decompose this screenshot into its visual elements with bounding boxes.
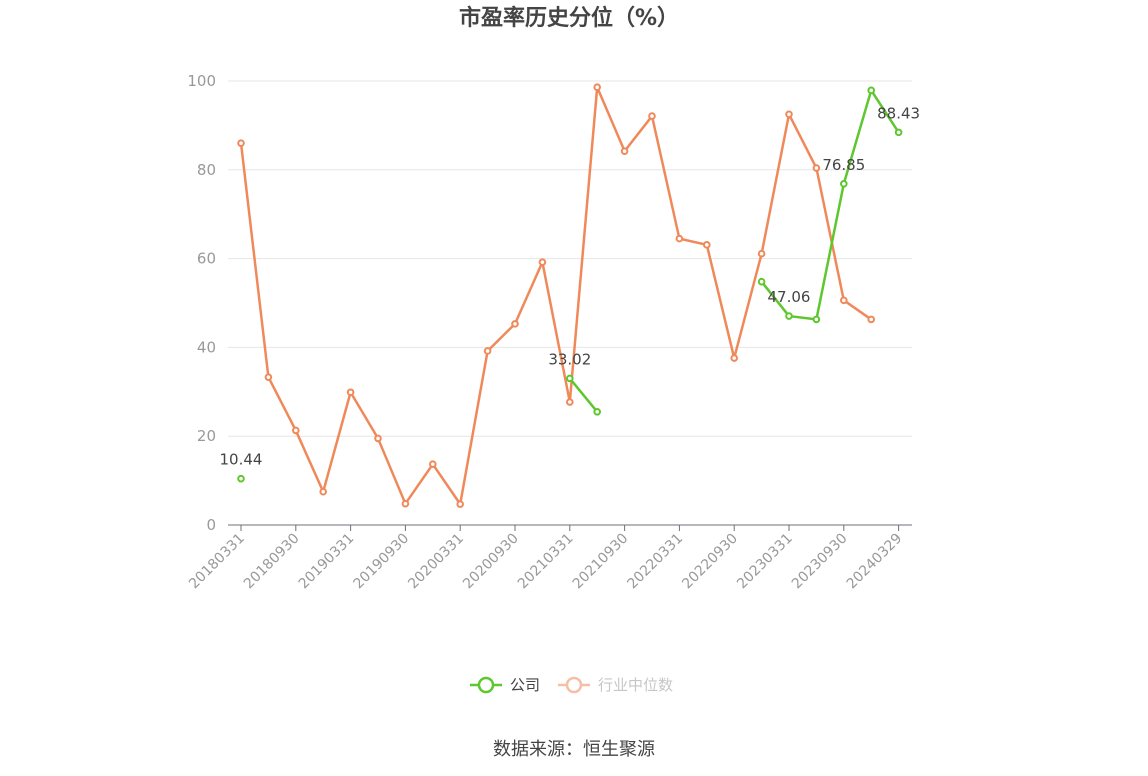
data-point <box>812 164 821 172</box>
data-point <box>867 86 876 95</box>
data-point <box>785 110 793 119</box>
legend-marker <box>477 676 495 694</box>
chart-title: 市盈率历史分位（%） <box>459 5 679 31</box>
data-point <box>785 312 793 320</box>
x-tick-label: 20220930 <box>679 531 741 593</box>
source-text: 数据来源：恒生聚源 <box>493 739 655 760</box>
x-tick-label: 20200930 <box>460 531 522 593</box>
legend-label: 行业中位数 <box>598 676 673 694</box>
axis-layer: 0 20 40 60 80 100 2018033120180930201903312019… <box>186 72 912 592</box>
data-label: 47.06 <box>768 288 811 306</box>
x-tick-label: 20220331 <box>625 531 687 593</box>
data-point <box>237 139 245 147</box>
label-layer: 10.44 33.02 47.06 76.85 88.43 <box>220 104 921 468</box>
y-tick-label: 40 <box>197 338 216 356</box>
data-point <box>840 179 848 188</box>
x-tick-label: 20210930 <box>570 531 632 593</box>
x-tick-label: 20230331 <box>734 531 796 593</box>
data-label: 88.43 <box>877 104 920 122</box>
x-tick-label: 20190930 <box>351 531 413 593</box>
data-point <box>757 249 766 258</box>
data-label: 33.02 <box>548 350 591 368</box>
data-point <box>429 460 437 468</box>
data-point <box>346 388 355 397</box>
series-layer <box>237 83 903 508</box>
data-point <box>319 487 328 496</box>
data-point <box>401 499 410 508</box>
data-point <box>566 374 574 383</box>
data-label: 76.85 <box>822 156 865 174</box>
data-point <box>867 315 876 324</box>
grid-layer <box>228 80 912 437</box>
x-tick-label: 20190331 <box>296 531 358 593</box>
data-label: 10.44 <box>220 451 263 469</box>
y-tick-label: 60 <box>197 250 216 268</box>
x-tick-label: 20200331 <box>405 531 467 593</box>
data-point <box>593 83 602 92</box>
data-point <box>648 112 656 120</box>
data-point <box>264 373 273 381</box>
series-line <box>568 377 599 413</box>
y-tick-label: 20 <box>197 427 216 445</box>
data-point <box>538 258 547 266</box>
data-point <box>703 241 711 249</box>
data-point <box>620 147 629 155</box>
series-industry-median <box>237 83 876 508</box>
data-point <box>292 426 300 435</box>
legend: 公司 行业中位数 <box>470 676 673 694</box>
data-point <box>593 407 602 416</box>
data-point <box>757 277 766 286</box>
data-point <box>483 347 492 355</box>
series-line <box>760 89 900 321</box>
data-point <box>237 474 245 483</box>
data-point <box>374 434 382 443</box>
y-tick-label: 100 <box>187 72 216 90</box>
legend-item-company[interactable]: 公司 <box>470 676 540 694</box>
x-tick-label: 20230930 <box>789 531 851 593</box>
data-point <box>566 398 574 406</box>
data-point <box>894 128 903 137</box>
legend-label: 公司 <box>510 676 540 694</box>
y-tick-label: 80 <box>197 161 216 179</box>
data-point <box>812 315 821 324</box>
x-tick-label: 20240329 <box>844 531 906 593</box>
data-point <box>840 296 848 305</box>
x-tick-label: 20180331 <box>186 531 248 593</box>
y-tick-label: 0 <box>206 516 216 534</box>
x-tick-label: 20180930 <box>241 531 303 593</box>
data-point <box>675 234 684 243</box>
x-tick-label: 20210331 <box>515 531 577 593</box>
series-company <box>237 86 903 483</box>
series-line <box>239 85 872 506</box>
legend-marker <box>565 676 583 694</box>
data-point <box>511 320 519 328</box>
data-point <box>456 500 465 508</box>
data-point <box>730 354 739 362</box>
legend-item-industry-median[interactable]: 行业中位数 <box>558 676 673 694</box>
